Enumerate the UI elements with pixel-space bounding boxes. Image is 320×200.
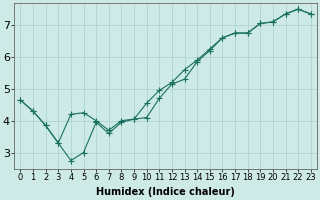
X-axis label: Humidex (Indice chaleur): Humidex (Indice chaleur)	[96, 187, 235, 197]
